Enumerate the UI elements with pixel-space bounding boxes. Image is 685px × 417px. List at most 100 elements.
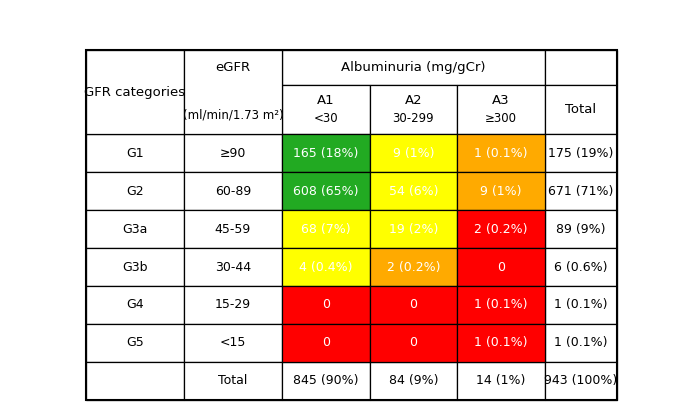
Text: G5: G5	[126, 337, 144, 349]
Bar	[458, 248, 545, 286]
Text: ≥300: ≥300	[485, 112, 517, 125]
Bar	[458, 172, 545, 210]
Text: 943 (100%): 943 (100%)	[544, 374, 617, 387]
Bar	[545, 85, 616, 135]
Text: 84 (9%): 84 (9%)	[388, 374, 438, 387]
Text: 1 (0.1%): 1 (0.1%)	[474, 147, 527, 160]
Bar	[184, 135, 282, 172]
Bar	[545, 248, 616, 286]
Bar	[370, 362, 458, 400]
Text: G3a: G3a	[122, 223, 147, 236]
Bar	[545, 324, 616, 362]
Text: 1 (0.1%): 1 (0.1%)	[554, 337, 608, 349]
Bar	[545, 286, 616, 324]
Bar	[282, 135, 370, 172]
Bar	[184, 210, 282, 248]
Text: 14 (1%): 14 (1%)	[476, 374, 525, 387]
Bar	[86, 135, 184, 172]
Bar	[370, 85, 458, 135]
Text: 30-44: 30-44	[215, 261, 251, 274]
Text: 0: 0	[497, 261, 505, 274]
Text: G3b: G3b	[122, 261, 147, 274]
Bar	[545, 172, 616, 210]
Text: 0: 0	[322, 299, 330, 311]
Text: 175 (19%): 175 (19%)	[548, 147, 613, 160]
Text: Total: Total	[565, 103, 596, 116]
Bar	[282, 362, 370, 400]
Text: Total: Total	[219, 374, 248, 387]
Text: G1: G1	[126, 147, 144, 160]
Bar	[458, 324, 545, 362]
Bar	[184, 172, 282, 210]
Text: (ml/min/1.73 m²): (ml/min/1.73 m²)	[183, 108, 284, 121]
Text: 1 (0.1%): 1 (0.1%)	[474, 299, 527, 311]
Text: 671 (71%): 671 (71%)	[548, 185, 613, 198]
Text: 9 (1%): 9 (1%)	[480, 185, 522, 198]
Bar	[86, 50, 282, 85]
Bar	[184, 362, 282, 400]
Text: Albuminuria (mg/gCr): Albuminuria (mg/gCr)	[341, 61, 486, 74]
Text: GFR categories: GFR categories	[84, 86, 186, 99]
Bar	[282, 286, 370, 324]
Text: G2: G2	[126, 185, 144, 198]
Text: A1: A1	[317, 94, 335, 107]
Bar	[282, 50, 545, 85]
Bar	[86, 172, 184, 210]
Text: 6 (0.6%): 6 (0.6%)	[554, 261, 608, 274]
Text: A3: A3	[493, 94, 510, 107]
Bar	[86, 286, 184, 324]
Bar	[184, 286, 282, 324]
Bar	[370, 135, 458, 172]
Bar	[86, 210, 184, 248]
Bar	[458, 85, 545, 135]
Bar	[184, 248, 282, 286]
Text: 0: 0	[410, 337, 417, 349]
Bar	[282, 248, 370, 286]
Bar	[86, 324, 184, 362]
Text: <15: <15	[220, 337, 246, 349]
Bar	[458, 286, 545, 324]
Text: 0: 0	[322, 337, 330, 349]
Text: 60-89: 60-89	[215, 185, 251, 198]
Bar	[86, 362, 184, 400]
Bar	[370, 324, 458, 362]
Bar	[370, 210, 458, 248]
Bar	[545, 135, 616, 172]
Text: 2 (0.2%): 2 (0.2%)	[474, 223, 527, 236]
Text: 608 (65%): 608 (65%)	[293, 185, 358, 198]
Bar	[370, 172, 458, 210]
Text: 0: 0	[410, 299, 417, 311]
Text: G4: G4	[126, 299, 144, 311]
Bar	[370, 248, 458, 286]
Bar	[458, 362, 545, 400]
Text: 1 (0.1%): 1 (0.1%)	[554, 299, 608, 311]
Text: 19 (2%): 19 (2%)	[389, 223, 438, 236]
Bar	[458, 210, 545, 248]
Text: 4 (0.4%): 4 (0.4%)	[299, 261, 353, 274]
Text: A2: A2	[405, 94, 422, 107]
Text: eGFR: eGFR	[215, 61, 251, 75]
Bar	[545, 362, 616, 400]
Text: 45-59: 45-59	[215, 223, 251, 236]
Text: 54 (6%): 54 (6%)	[388, 185, 438, 198]
Bar	[86, 50, 184, 135]
Bar	[282, 172, 370, 210]
Bar	[545, 50, 616, 85]
Text: 165 (18%): 165 (18%)	[293, 147, 358, 160]
Bar	[282, 324, 370, 362]
Bar	[458, 135, 545, 172]
Bar	[86, 248, 184, 286]
Bar	[184, 324, 282, 362]
Text: 845 (90%): 845 (90%)	[293, 374, 358, 387]
Text: 30-299: 30-299	[393, 112, 434, 125]
Text: 2 (0.2%): 2 (0.2%)	[387, 261, 440, 274]
Bar	[184, 50, 282, 135]
Text: 15-29: 15-29	[215, 299, 251, 311]
Text: 9 (1%): 9 (1%)	[393, 147, 434, 160]
Bar	[370, 286, 458, 324]
Text: 1 (0.1%): 1 (0.1%)	[474, 337, 527, 349]
Text: <30: <30	[314, 112, 338, 125]
Bar	[545, 210, 616, 248]
Text: 68 (7%): 68 (7%)	[301, 223, 351, 236]
Bar	[282, 210, 370, 248]
